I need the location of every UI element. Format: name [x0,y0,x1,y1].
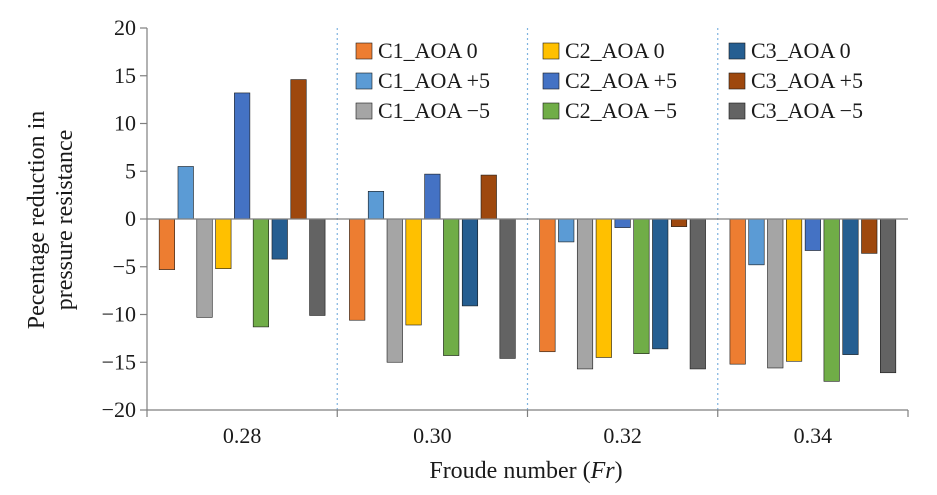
bar [177,166,194,220]
legend-label: C3_AOA 0 [751,38,851,63]
bar [861,218,878,254]
bar [614,218,631,228]
bar [215,218,232,269]
legend-swatch [355,72,373,90]
legend-label: C1_AOA 0 [378,38,478,63]
y-tick-label: 15 [114,63,136,88]
legend-swatch [728,102,746,120]
legend-label: C3_AOA −5 [751,98,863,123]
bar [234,92,251,220]
bar [309,218,326,316]
bar [424,173,441,220]
y-tick-label: −10 [102,302,136,327]
bar [367,191,385,220]
y-ticks-layer: 20 15 10 5 0 −5 −10 −15 −20 [102,15,147,422]
x-tick-label: 0.32 [603,423,642,448]
legend-label: C3_AOA +5 [751,68,863,93]
bars-layer [158,79,897,382]
y-axis-title-line1: Pecentage reduction in [24,111,50,330]
y-tick-label: 5 [125,158,136,183]
legend-label: C2_AOA 0 [565,38,665,63]
bar [290,79,307,220]
bar [729,218,746,365]
legend-swatch [542,42,560,60]
y-tick-label: −15 [102,349,136,374]
legend-swatch [728,42,746,60]
y-tick-label: −5 [113,254,136,279]
bar [595,218,612,358]
bar [652,218,669,350]
legend: C1_AOA 0 C1_AOA +5 C1_AOA −5 C2_AOA 0 C2_AOA… [355,38,863,123]
legend-swatch [728,72,746,90]
legend-label: C2_AOA −5 [565,98,677,123]
bar [461,218,479,307]
bar [539,218,556,353]
y-tick-label: −20 [102,397,136,422]
x-tick-label: 0.28 [223,423,262,448]
bar [804,218,821,251]
bar [196,218,213,318]
y-tick-label: 10 [114,111,136,136]
legend-swatch [542,102,560,120]
legend-swatch [355,42,373,60]
x-tick-label: 0.34 [794,423,833,448]
legend-label: C2_AOA +5 [565,68,677,93]
bar [499,218,516,359]
bar [689,218,706,370]
x-ticks-layer: 0.28 0.30 0.32 0.34 [146,410,909,448]
bar [842,218,859,355]
bar [880,218,897,374]
x-axis-title: Froude number (Fr) [429,458,622,484]
legend-swatch [542,72,560,90]
bar [558,218,575,243]
y-tick-label: 0 [125,206,136,231]
y-tick-label: 20 [114,15,136,40]
bar [349,218,366,321]
legend-label: C1_AOA −5 [378,98,490,123]
bar [480,174,497,220]
bar [443,218,460,356]
x-axis-title-prefix: Froude number ( [429,458,590,484]
legend-label: C1_AOA +5 [378,68,490,93]
legend-swatch [355,102,373,120]
bar [670,218,688,227]
bar [633,218,650,354]
y-axis-title-line2: pressure resistance [52,130,78,311]
bar [271,218,288,260]
bar [823,218,840,382]
bar [767,218,784,369]
x-axis-title-symbol: Fr [590,458,616,484]
bar [748,218,765,266]
bar [158,218,175,270]
bar [576,218,594,370]
bar [252,218,269,328]
bar [386,218,403,363]
x-tick-label: 0.30 [413,423,452,448]
x-axis-title-suffix: ) [615,458,623,484]
bar [786,218,803,362]
bar [405,218,422,326]
